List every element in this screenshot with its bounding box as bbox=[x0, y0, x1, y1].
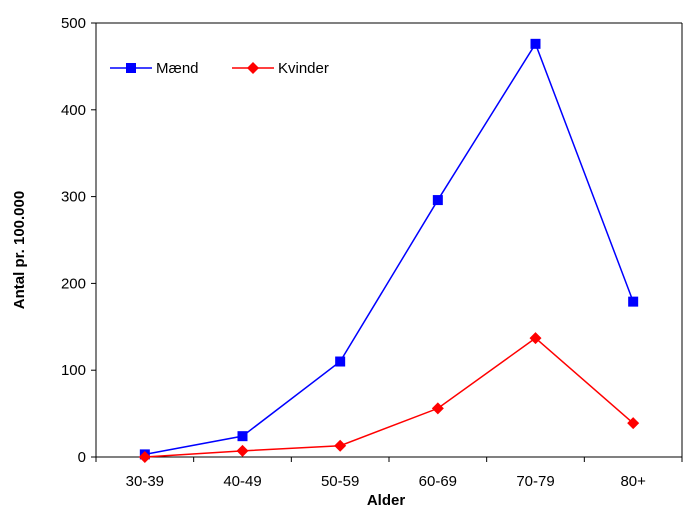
y-axis-title: Antal pr. 100.000 bbox=[11, 191, 28, 309]
x-tick-label: 60-69 bbox=[419, 473, 457, 490]
data-point bbox=[627, 417, 640, 430]
x-tick-label: 40-49 bbox=[223, 473, 261, 490]
y-tick-label: 400 bbox=[61, 102, 86, 119]
series-line bbox=[144, 42, 634, 456]
series-kvinder bbox=[138, 332, 640, 463]
legend-marker bbox=[247, 62, 259, 74]
data-point bbox=[237, 431, 248, 442]
x-tick-label: 50-59 bbox=[321, 473, 359, 490]
y-tick-label: 500 bbox=[61, 15, 86, 32]
data-point bbox=[431, 402, 444, 415]
x-tick-label: 70-79 bbox=[516, 473, 554, 490]
data-point bbox=[432, 195, 443, 206]
data-point bbox=[138, 451, 151, 463]
x-tick-label: 80+ bbox=[620, 473, 646, 490]
y-tick-label: 100 bbox=[61, 362, 86, 379]
data-point bbox=[334, 439, 347, 452]
legend: Mænd Kvinder bbox=[110, 60, 329, 77]
legend-label: Mænd bbox=[156, 60, 199, 77]
x-tick-label: 30-39 bbox=[126, 473, 164, 490]
axes: 0 100 200 300 400 500 30-39 40-49 50-59 60-69 70-7… bbox=[61, 15, 683, 490]
y-tick-label: 200 bbox=[61, 275, 86, 292]
legend-item-maend: Mænd bbox=[110, 60, 199, 77]
data-point bbox=[236, 444, 249, 457]
y-tick-label: 300 bbox=[61, 189, 86, 206]
legend-label: Kvinder bbox=[278, 60, 329, 77]
data-point bbox=[628, 296, 639, 307]
series-line bbox=[144, 337, 634, 458]
legend-item-kvinder: Kvinder bbox=[232, 60, 329, 77]
legend-marker bbox=[126, 63, 136, 73]
y-tick-label: 0 bbox=[78, 449, 86, 466]
data-point bbox=[530, 38, 541, 49]
x-axis-title: Alder bbox=[367, 492, 406, 509]
data-point bbox=[529, 332, 542, 345]
series-layer bbox=[138, 38, 640, 463]
data-point bbox=[335, 356, 346, 367]
series-maend bbox=[139, 38, 639, 460]
